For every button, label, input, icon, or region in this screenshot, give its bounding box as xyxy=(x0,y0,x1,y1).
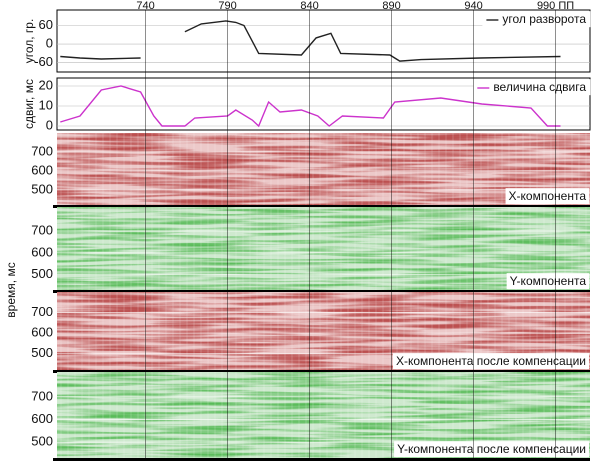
x-tick-label: 940 xyxy=(464,0,482,12)
y-tick-label: 20 xyxy=(39,77,53,92)
x-tick-label: 790 xyxy=(218,0,236,12)
y-tick-label: -60 xyxy=(34,54,53,69)
x-tick-label: 990 ПП xyxy=(537,0,574,12)
y-tick-label: 700 xyxy=(31,143,53,158)
x-tick-label: 890 xyxy=(382,0,400,12)
y-tick-label: 60 xyxy=(39,17,53,32)
y-tick-label: 0 xyxy=(46,117,53,132)
y-tick-label: 700 xyxy=(31,222,53,237)
panel-title: X-компонента xyxy=(509,189,587,203)
y-tick-label: 0 xyxy=(46,36,53,51)
panel-title: X-компонента после компенсации xyxy=(396,354,586,368)
y-tick-label: 500 xyxy=(31,266,53,281)
y-axis-label: сдвиг, мс xyxy=(22,79,36,129)
y-tick-label: 600 xyxy=(31,324,53,339)
legend-label: угол разворота xyxy=(502,12,586,26)
y-tick-label: 600 xyxy=(31,244,53,259)
panel-title: Y-компонента после компенсации xyxy=(397,442,586,456)
y-axis-label: угол, гр. xyxy=(22,19,36,64)
legend-label: величина сдвига xyxy=(493,80,586,94)
y-tick-label: 600 xyxy=(31,411,53,426)
x-tick-label: 840 xyxy=(300,0,318,12)
shared-y-label: время, мс xyxy=(4,262,18,317)
x-tick-label: 740 xyxy=(136,0,154,12)
panel-title: Y-компонента xyxy=(510,274,587,288)
y-tick-label: 700 xyxy=(31,388,53,403)
y-tick-label: 500 xyxy=(31,181,53,196)
y-tick-label: 500 xyxy=(31,434,53,449)
y-tick-label: 600 xyxy=(31,162,53,177)
y-tick-label: 10 xyxy=(39,97,53,112)
y-tick-label: 500 xyxy=(31,345,53,360)
y-tick-label: 700 xyxy=(31,304,53,319)
figure: время, мс 600-60угол, гр.угол разворота2… xyxy=(0,0,595,464)
